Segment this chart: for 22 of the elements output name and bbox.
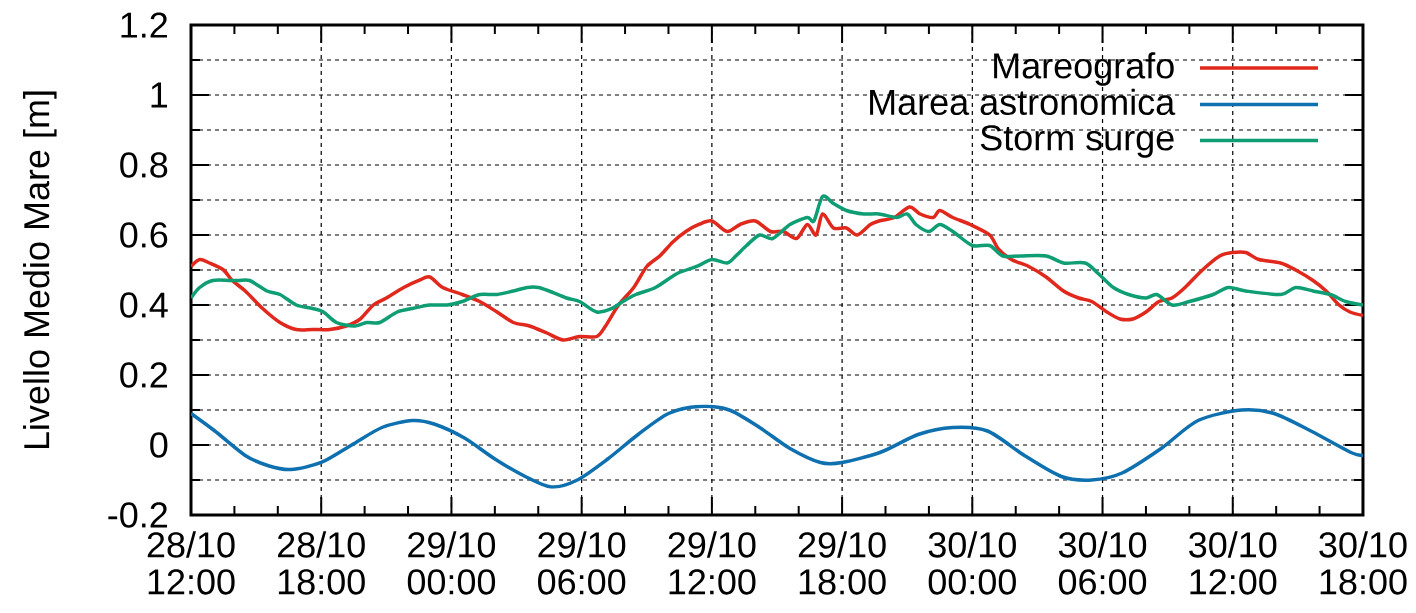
y-tick-label: 0.2 — [120, 362, 167, 388]
x-tick-label: 29/10 00:00 — [407, 531, 496, 595]
y-axis-title: Livello Medio Mare [m] — [23, 91, 57, 449]
legend-label: Marea astronomica — [870, 88, 1176, 116]
y-tick-label: 0.8 — [120, 152, 168, 178]
x-tick-label: 29/10 18:00 — [798, 531, 886, 595]
legend-label: Storm surge — [980, 125, 1174, 158]
x-tick-label: 29/10 06:00 — [538, 531, 626, 595]
y-tick-label: 0 — [150, 432, 168, 458]
y-tick-label: 1 — [151, 82, 168, 108]
x-tick-label: 28/10 18:00 — [277, 531, 365, 595]
y-tick-label: 0.6 — [120, 222, 168, 248]
y-tick-label: -0.2 — [108, 502, 167, 528]
x-tick-label: 28/10 12:00 — [147, 531, 235, 595]
y-tick-label: 1.2 — [121, 12, 167, 38]
y-tick-label: 0.4 — [120, 292, 168, 318]
x-tick-label: 29/10 12:00 — [668, 531, 756, 595]
x-tick-label: 30/10 06:00 — [1058, 531, 1147, 595]
x-tick-label: 30/10 12:00 — [1189, 531, 1277, 595]
x-tick-label: 30/10 00:00 — [928, 531, 1016, 595]
x-tick-label: 30/10 18:00 — [1319, 531, 1407, 595]
legend-label: Mareografo — [994, 52, 1174, 86]
